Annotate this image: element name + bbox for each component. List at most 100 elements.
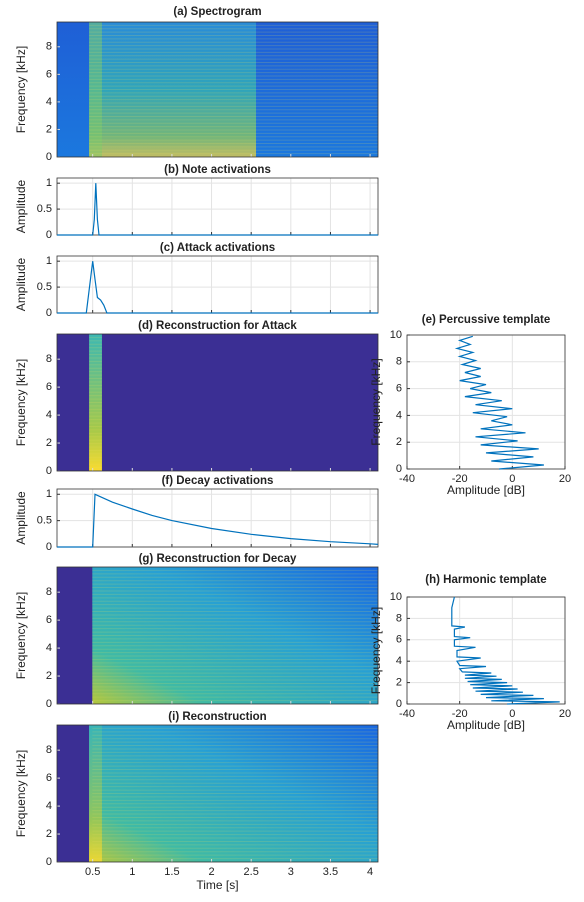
x-tick-label: 0 (509, 708, 515, 720)
x-axis-label: Amplitude [dB] (447, 483, 525, 497)
series-line (57, 261, 378, 314)
plot-area (57, 256, 378, 313)
x-tick-label: 0.5 (85, 866, 100, 878)
y-tick-label: 4 (396, 655, 402, 667)
y-tick-label: 4 (396, 409, 402, 421)
image-onset (89, 725, 102, 862)
y-tick-label: 2 (396, 677, 402, 689)
series-line (454, 335, 544, 470)
y-axis-label: Amplitude (14, 491, 28, 545)
chart-title: (b) Note activations (164, 164, 271, 176)
y-axis-label: Frequency [kHz] (14, 359, 28, 446)
panel: (h) Harmonic template -40 -20 0 20 0 2 4 6 8 10 Fre… (369, 574, 571, 732)
panel: (c) Attack activations 0 0.5 1 Amplitude (14, 242, 379, 319)
y-tick-label: 8 (46, 744, 52, 756)
y-tick-label: 4 (46, 409, 52, 421)
chart-title: (h) Harmonic template (425, 574, 546, 586)
panel: (a) Spectrogram 0 2 4 6 8 Frequency [kHz] (14, 6, 379, 163)
x-tick-label: 4 (367, 866, 373, 878)
x-tick-label: 2 (208, 866, 214, 878)
y-axis-label: Amplitude (14, 180, 28, 234)
panel: (i) Reconstruction 0.5 1 1.5 2 2.5 3 3.5 4 0 2 4 6 8 F… (14, 711, 379, 892)
panel: (e) Percussive template -40 -20 0 20 0 2 4 6 8 10 F… (369, 314, 571, 497)
chart-title: (a) Spectrogram (173, 6, 261, 18)
y-tick-label: 10 (390, 591, 402, 603)
panel: (d) Reconstruction for Attack 0 2 4 6 8 Freque… (14, 320, 379, 477)
image-band (89, 22, 257, 157)
y-tick-label: 6 (396, 634, 402, 646)
y-tick-label: 0.5 (37, 281, 52, 293)
y-tick-label: 0 (46, 541, 52, 553)
x-tick-label: -40 (399, 708, 415, 720)
axes-box (56, 566, 379, 705)
x-tick-label: 3 (288, 866, 294, 878)
series-line (451, 596, 560, 705)
y-tick-label: 1 (46, 488, 52, 500)
y-tick-label: 8 (46, 353, 52, 365)
y-tick-label: 1 (46, 177, 52, 189)
y-tick-label: 10 (390, 329, 402, 341)
y-tick-label: 2 (396, 436, 402, 448)
y-tick-label: 8 (46, 41, 52, 53)
series-line (57, 493, 379, 548)
axes-box (56, 21, 379, 158)
plot-area (407, 597, 565, 704)
plot-area (407, 335, 565, 469)
x-tick-label: 2.5 (244, 866, 259, 878)
panel: (b) Note activations 0 0.5 1 Amplitude (14, 164, 379, 241)
y-tick-label: 6 (46, 381, 52, 393)
image-decay (92, 567, 378, 704)
x-tick-label: 0 (509, 473, 515, 485)
y-axis-label: Frequency [kHz] (14, 750, 28, 837)
y-axis-label: Amplitude (14, 258, 28, 312)
y-tick-label: 6 (46, 772, 52, 784)
y-tick-label: 0.5 (37, 203, 52, 215)
y-tick-label: 4 (46, 800, 52, 812)
x-tick-label: -40 (399, 473, 415, 485)
y-tick-label: 0.5 (37, 515, 52, 527)
image-decay (89, 725, 378, 862)
plot-area (57, 178, 378, 235)
x-tick-label: -20 (452, 473, 468, 485)
y-tick-label: 0 (46, 151, 52, 163)
axes-box (406, 596, 566, 705)
chart-title: (f) Decay activations (162, 475, 274, 487)
y-tick-label: 0 (46, 465, 52, 477)
series-line (57, 183, 378, 236)
chart-title: (i) Reconstruction (168, 711, 266, 723)
y-tick-label: 8 (396, 612, 402, 624)
y-tick-label: 2 (46, 123, 52, 135)
x-tick-label: 20 (559, 473, 571, 485)
image-onset (89, 22, 102, 157)
y-tick-label: 0 (396, 463, 402, 475)
y-tick-label: 6 (396, 383, 402, 395)
panel: (f) Decay activations 0 0.5 1 Amplitude (14, 475, 379, 553)
y-axis-label: Frequency [kHz] (14, 592, 28, 679)
chart-title: (c) Attack activations (160, 242, 275, 254)
y-tick-label: 2 (46, 437, 52, 449)
y-axis-label: Frequency [kHz] (369, 607, 383, 694)
axes-box (406, 334, 566, 470)
y-tick-label: 0 (46, 229, 52, 241)
x-tick-label: 1 (129, 866, 135, 878)
axes-box (56, 333, 379, 472)
y-tick-label: 0 (46, 307, 52, 319)
x-axis-label: Amplitude [dB] (447, 718, 525, 732)
y-tick-label: 6 (46, 68, 52, 80)
x-tick-label: 20 (559, 708, 571, 720)
y-tick-label: 0 (46, 856, 52, 868)
x-tick-label: 3.5 (323, 866, 338, 878)
y-tick-label: 0 (396, 698, 402, 710)
y-axis-label: Frequency [kHz] (14, 46, 28, 133)
y-tick-label: 4 (46, 642, 52, 654)
chart-title: (d) Reconstruction for Attack (138, 320, 297, 332)
y-tick-label: 8 (46, 586, 52, 598)
y-tick-label: 2 (46, 670, 52, 682)
image-bg (57, 334, 378, 471)
x-axis-label: Time [s] (196, 878, 238, 892)
panel: (g) Reconstruction for Decay 0 2 4 6 8 Frequen… (14, 553, 379, 710)
chart-title: (e) Percussive template (422, 314, 550, 326)
y-tick-label: 1 (46, 255, 52, 267)
y-tick-label: 0 (46, 698, 52, 710)
